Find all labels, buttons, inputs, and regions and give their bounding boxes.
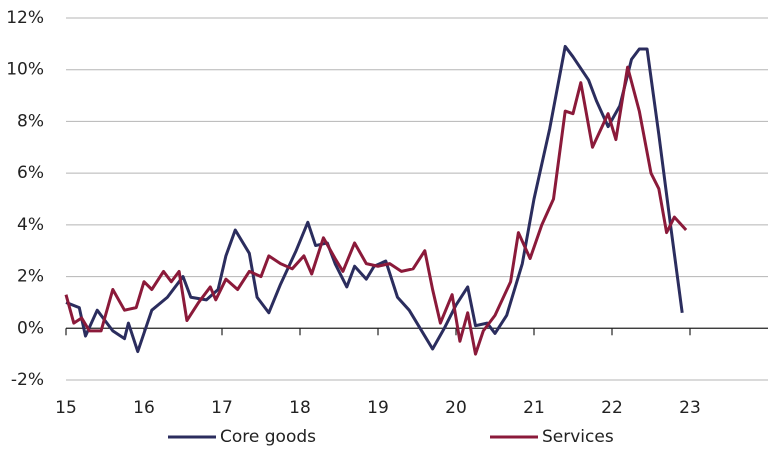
x-tick-label: 16 [133,398,155,418]
y-tick-label: 4% [17,215,44,235]
x-tick-label: 21 [523,398,545,418]
x-tick-label: 19 [367,398,389,418]
y-tick-label: 12% [6,8,44,28]
y-tick-label: 6% [17,163,44,183]
series-line [65,44,684,354]
legend-label: Services [542,427,614,447]
x-tick-label: 23 [679,398,701,418]
x-tick-label: 18 [289,398,311,418]
y-tick-label: -2% [11,370,44,390]
y-tick-label: 8% [17,111,44,131]
series-line [64,65,688,356]
legend-label: Core goods [220,427,316,447]
y-tick-label: 2% [17,267,44,287]
x-tick-label: 15 [55,398,77,418]
x-tick-label: 20 [445,398,467,418]
y-tick-label: 0% [17,318,44,338]
x-tick-label: 17 [211,398,233,418]
y-tick-label: 10% [6,60,44,80]
x-tick-label: 22 [601,398,623,418]
